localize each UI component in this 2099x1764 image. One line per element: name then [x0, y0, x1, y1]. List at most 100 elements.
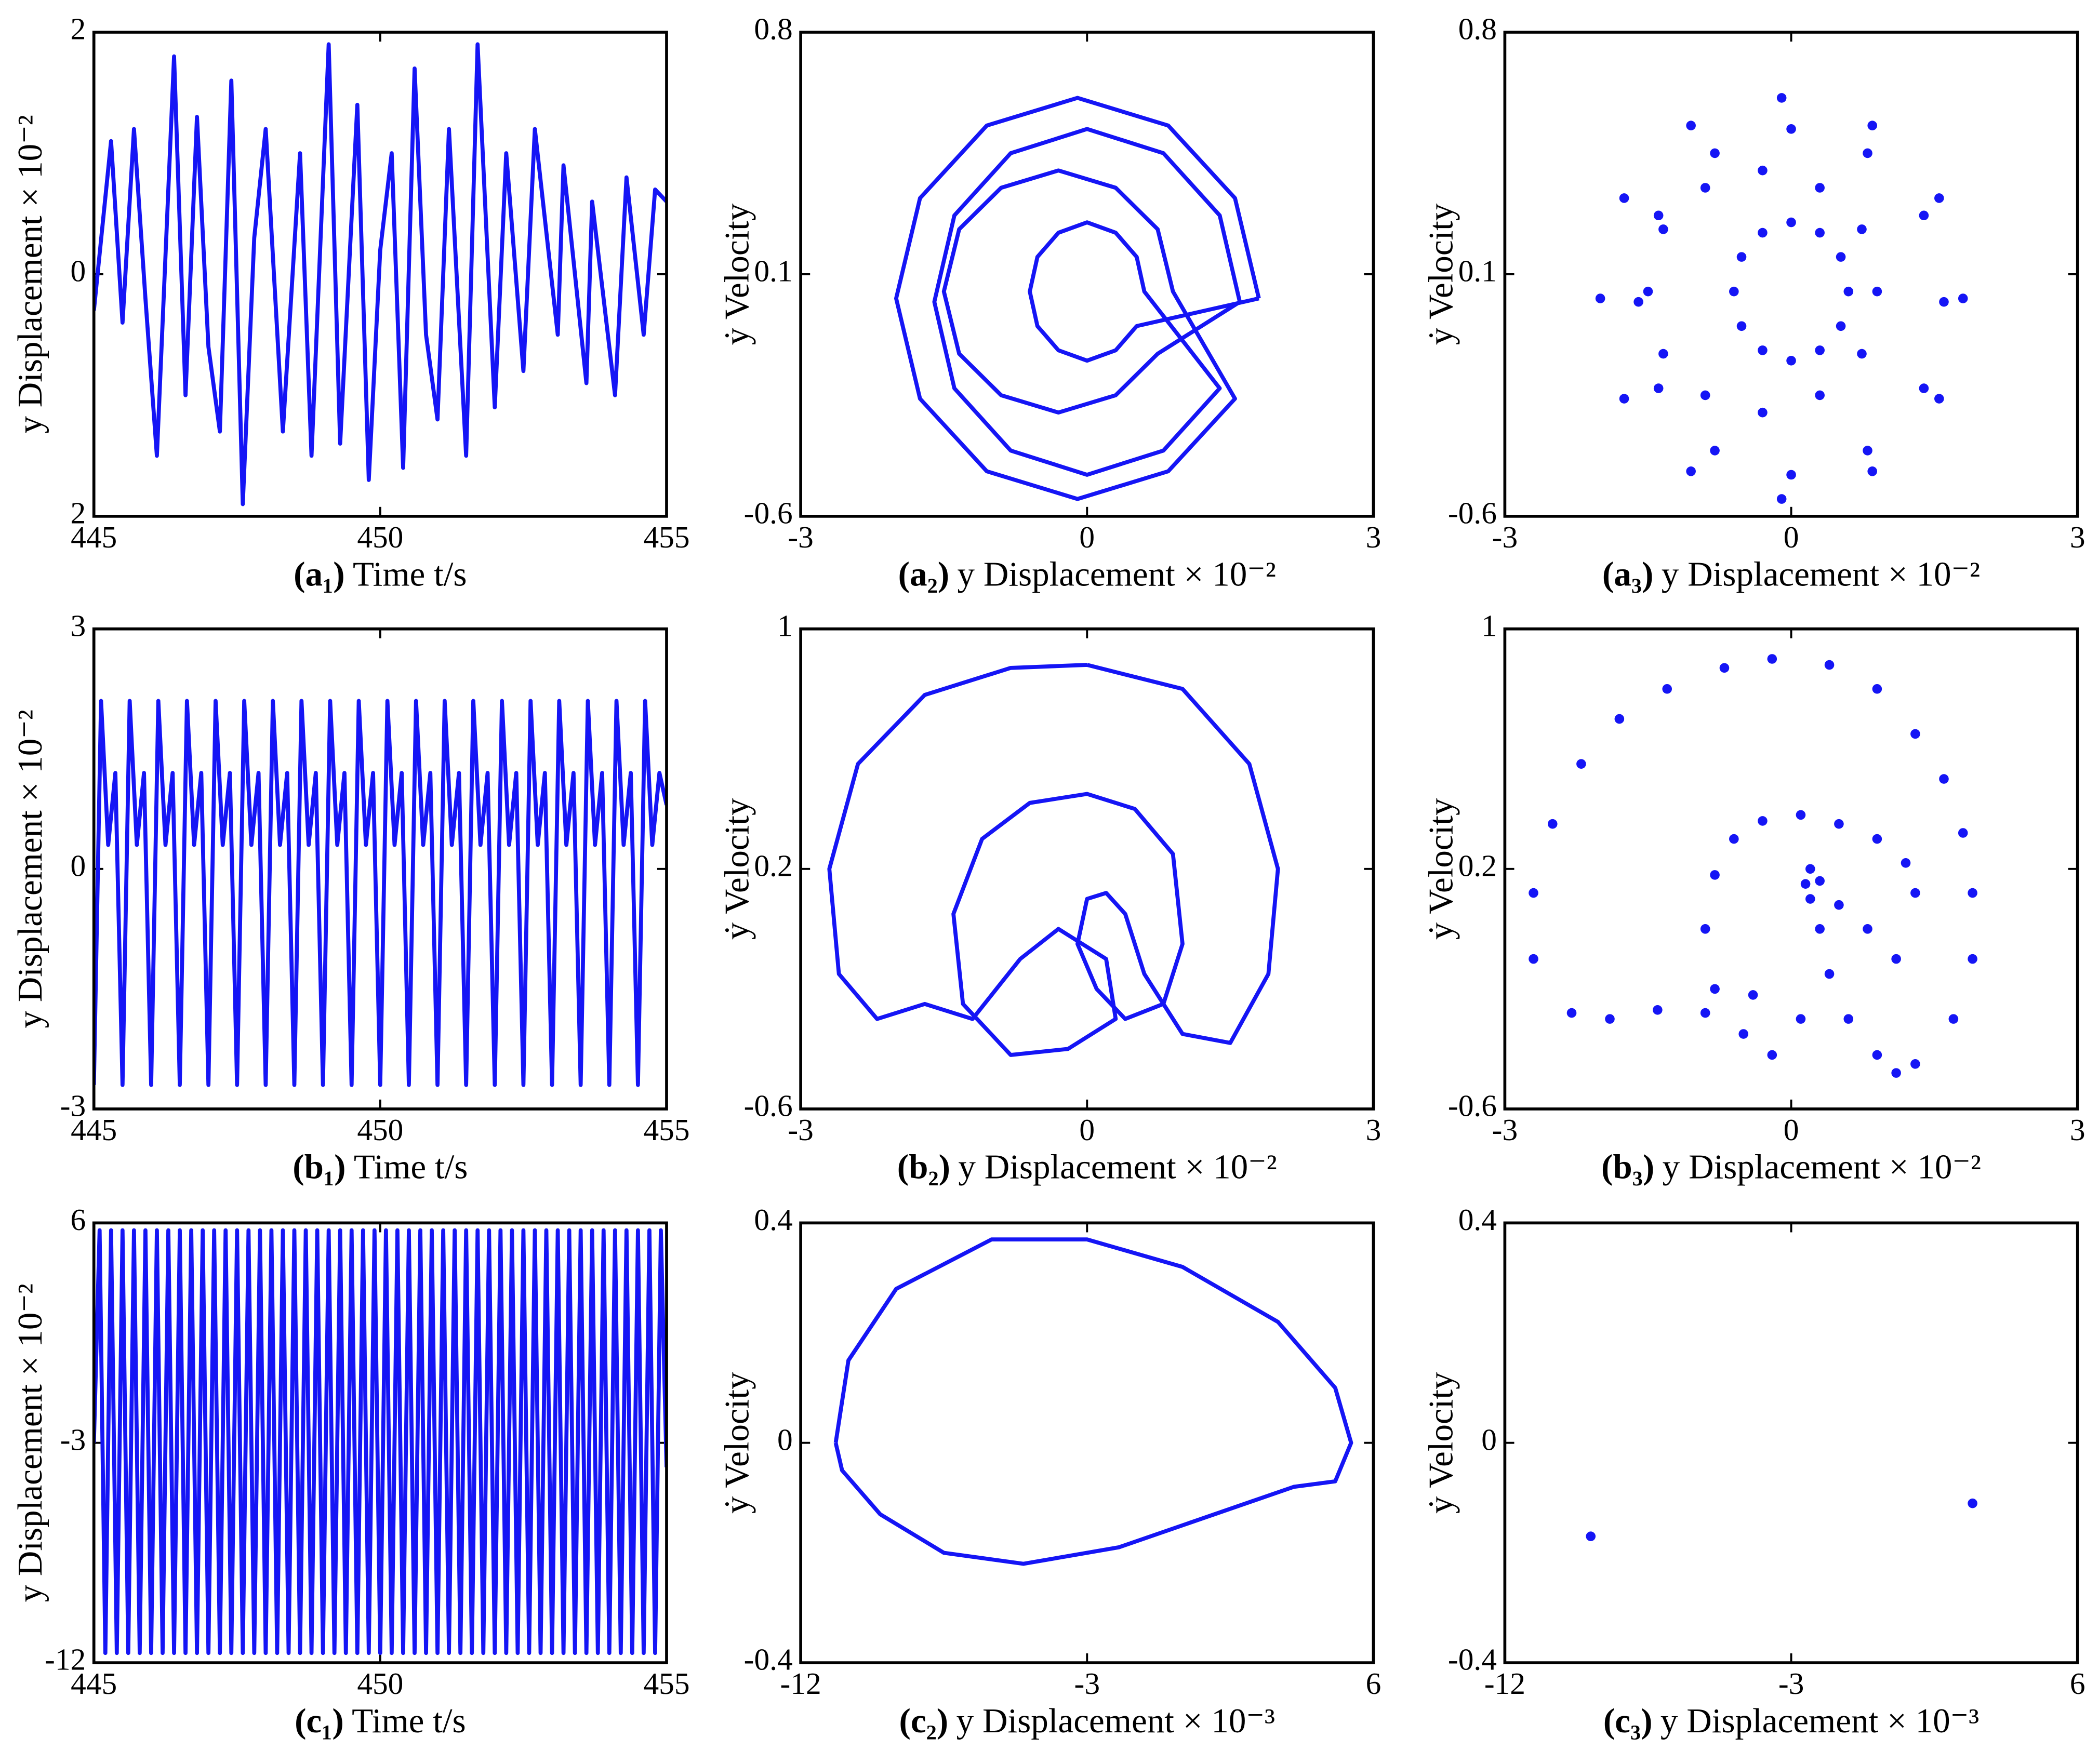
data-point — [1719, 663, 1730, 673]
x-tick-label: 445 — [71, 520, 117, 554]
y-tick-label: -0.6 — [1448, 1089, 1497, 1123]
plot-frame — [799, 31, 1375, 518]
data-point — [1700, 1008, 1710, 1018]
y-tick-label: 0 — [71, 848, 86, 883]
data-point — [1863, 924, 1872, 934]
data-point — [1776, 494, 1787, 504]
data-point — [1633, 297, 1643, 307]
y-axis-label: ẏ Velocity — [1422, 798, 1460, 940]
data-point — [1786, 124, 1796, 134]
panel-8: -12 -3 6 -0.4 0 0.4 (c₃) y Displacement × 10⁻³ ẏ… — [1422, 1202, 2085, 1740]
x-axis-title: Time t/s — [353, 555, 467, 594]
data-point — [1824, 660, 1835, 670]
x-tick-label: 445 — [71, 1666, 117, 1701]
panel-label: (b₃) — [1601, 1147, 1654, 1186]
x-tick-label: 0 — [1079, 1113, 1095, 1147]
x-axis-title: Time t/s — [352, 1701, 466, 1740]
data-point — [1662, 684, 1672, 694]
panel-label: (b₂) — [897, 1147, 950, 1186]
data-point — [1968, 888, 1977, 898]
panel-label: (a₁) — [294, 555, 344, 594]
data-point — [1767, 654, 1777, 664]
panel-5: -3 0 3 -0.6 0.2 1 (b₃) y Displacement × 10⁻² ẏ V… — [1422, 608, 2085, 1186]
plot-frame — [1503, 1221, 2079, 1664]
panel-7: -12 -3 6 -0.4 0 0.4 (c₂) y Displacement × 10⁻³ ẏ… — [717, 1202, 1381, 1740]
data-point — [1529, 888, 1538, 898]
plot-frame — [1503, 627, 2079, 1111]
data-point — [1643, 286, 1653, 297]
data-point — [1815, 183, 1825, 193]
data-point — [1857, 224, 1867, 234]
y-axis-label: ẏ Velocity — [1422, 1372, 1460, 1514]
x-axis-label: (b₂) y Displacement × 10⁻² — [897, 1147, 1277, 1186]
data-point — [1867, 121, 1878, 130]
y-tick-label: 2 — [71, 12, 86, 46]
data-point — [1939, 774, 1949, 784]
data-point — [1786, 356, 1796, 366]
y-tick-label: -3 — [60, 1089, 86, 1123]
data-point — [1710, 148, 1720, 158]
data-point — [1736, 321, 1747, 331]
data-point — [1872, 1050, 1882, 1060]
x-axis-title: Time t/s — [354, 1147, 468, 1186]
data-line — [94, 1228, 667, 1655]
y-axis-label: ẏ Velocity — [717, 1372, 756, 1514]
x-axis-title: y Displacement × 10⁻³ — [956, 1701, 1275, 1740]
data-point — [1614, 714, 1625, 724]
y-tick-label: 2 — [71, 496, 86, 530]
data-point — [1815, 924, 1825, 934]
data-point — [1815, 345, 1825, 355]
data-point — [1834, 900, 1844, 910]
x-tick-label: 3 — [1366, 520, 1381, 554]
x-tick-label: 3 — [2070, 1113, 2085, 1147]
data-point — [1815, 390, 1825, 400]
data-point — [1824, 969, 1835, 979]
panel-0: 445 450 455 2 0 2 (a₁) Time t/s y Displacement ×… — [10, 12, 690, 594]
data-point — [1729, 834, 1739, 844]
data-point — [1758, 345, 1768, 355]
y-tick-label: 3 — [71, 608, 86, 643]
data-point — [1872, 684, 1882, 694]
x-axis-title: y Displacement × 10⁻² — [1662, 555, 1980, 594]
data-point — [1619, 394, 1629, 404]
x-axis-label: (c₁) Time t/s — [295, 1701, 466, 1740]
panel-label: (b₁) — [293, 1147, 346, 1186]
data-point — [1857, 349, 1867, 359]
data-point — [1934, 394, 1944, 404]
data-point — [1566, 1008, 1577, 1018]
data-point — [1710, 870, 1720, 880]
x-tick-label: 445 — [71, 1113, 117, 1147]
data-point — [1653, 210, 1664, 221]
plot-frame — [1503, 31, 2079, 518]
x-tick-label: 0 — [1784, 520, 1799, 554]
y-tick-label: -0.4 — [1448, 1642, 1497, 1677]
y-axis-label: ẏ Velocity — [1422, 203, 1460, 345]
data-point — [1653, 383, 1664, 393]
plot-frame — [799, 627, 1375, 1111]
data-point — [1968, 954, 1977, 964]
x-tick-label: 6 — [1366, 1666, 1381, 1701]
data-point — [1586, 1531, 1596, 1541]
panel-label: (c₃) — [1603, 1701, 1653, 1740]
data-point — [1939, 297, 1949, 307]
panel-label: (a₃) — [1602, 555, 1653, 594]
data-point — [1863, 446, 1872, 456]
data-point — [1786, 470, 1796, 480]
x-tick-label: -3 — [1492, 520, 1518, 554]
data-point — [1767, 1050, 1777, 1060]
y-tick-label: 1 — [777, 608, 793, 643]
data-point — [1891, 954, 1901, 964]
data-point — [1605, 1014, 1615, 1024]
data-point — [1619, 193, 1629, 203]
data-point — [1910, 1059, 1920, 1069]
y-tick-label: 0.2 — [754, 848, 792, 883]
data-line — [94, 42, 667, 506]
x-tick-label: -3 — [1492, 1113, 1518, 1147]
plot-frame — [92, 627, 668, 1111]
data-line — [827, 663, 1280, 1057]
x-axis-title: y Displacement × 10⁻³ — [1660, 1701, 1979, 1740]
data-point — [1815, 228, 1825, 238]
data-point — [1758, 228, 1768, 238]
